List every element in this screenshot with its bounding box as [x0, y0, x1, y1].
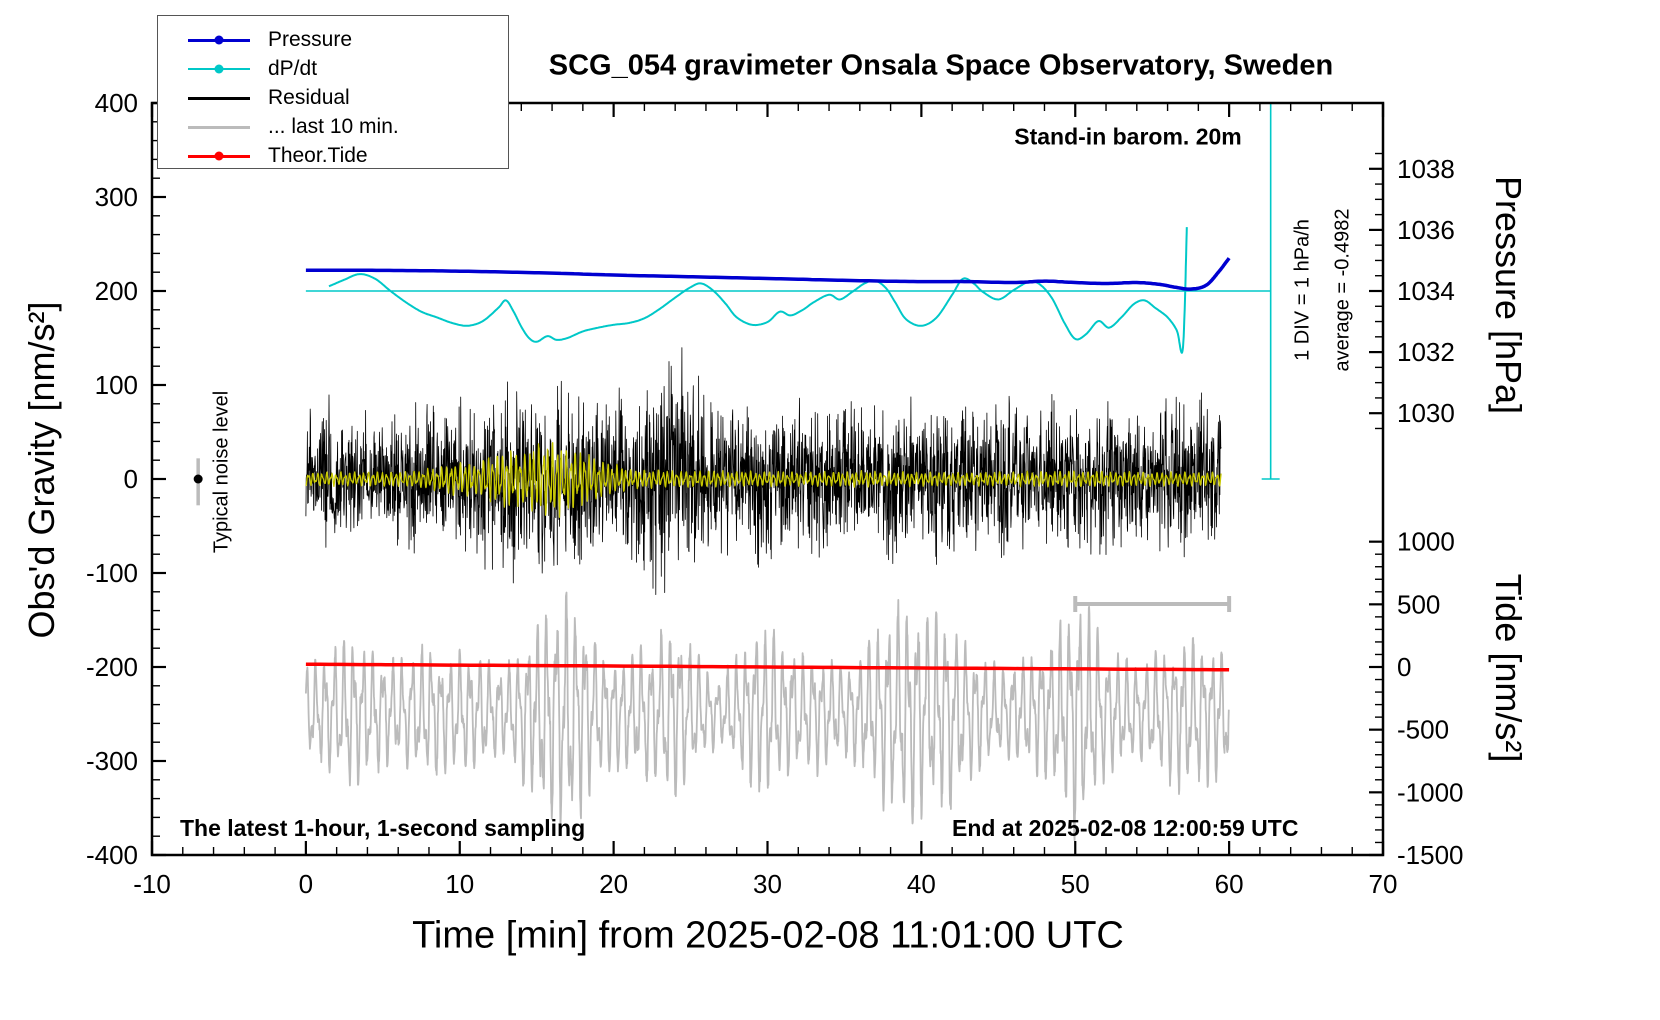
- series-last-10-min: [305, 591, 1230, 842]
- tick-label: 30: [753, 869, 782, 899]
- series-theor-tide: [305, 662, 1230, 672]
- tick-label: 200: [95, 276, 138, 306]
- legend-item: Theor.Tide: [188, 144, 508, 167]
- legend-item: ... last 10 min.: [188, 115, 508, 138]
- tick-label: 20: [599, 869, 628, 899]
- legend-item: Residual: [188, 86, 508, 109]
- tick-label: 0: [124, 464, 138, 494]
- footer-end-time: End at 2025-02-08 12:00:59 UTC: [952, 815, 1299, 841]
- gravity-axis-label: Obs'd Gravity [nm/s²]: [21, 301, 62, 639]
- series-residual: [305, 347, 1222, 595]
- tick-label: 1032: [1397, 337, 1455, 367]
- tick-label: -100: [86, 558, 138, 588]
- legend-line-sample: [188, 35, 250, 45]
- legend-label: Pressure: [268, 28, 353, 51]
- noise-level-dot: [193, 474, 203, 484]
- legend-marker-dot: [214, 64, 224, 74]
- tick-label: -1000: [1397, 777, 1464, 807]
- legend-label: Residual: [268, 86, 350, 109]
- legend-marker-dot: [214, 35, 224, 45]
- noise-level-note: Typical noise level: [210, 390, 233, 554]
- tick-label: 10: [445, 869, 474, 899]
- tick-label: 0: [1397, 652, 1411, 682]
- tick-label: 70: [1369, 869, 1398, 899]
- tick-label: 1034: [1397, 276, 1455, 306]
- div-scale-note: 1 DIV = 1 hPa/h: [1291, 219, 1314, 361]
- legend-line-sample: [188, 96, 250, 100]
- tick-label: 50: [1061, 869, 1090, 899]
- tick-label: 40: [907, 869, 936, 899]
- pressure-axis-label: Pressure [hPa]: [1488, 175, 1529, 415]
- average-note: average = -0.4982: [1331, 208, 1354, 372]
- x-axis-label: Time [min] from 2025-02-08 11:01:00 UTC: [412, 914, 1124, 957]
- legend-label: Theor.Tide: [268, 144, 368, 167]
- barometer-note: Stand-in barom. 20m: [1014, 123, 1242, 150]
- series-dp-dt: [328, 227, 1188, 354]
- legend-label: dP/dt: [268, 57, 318, 80]
- legend-line-sample: [188, 151, 250, 161]
- tick-label: -200: [86, 652, 138, 682]
- tide-axis-label: Tide [nm/s²]: [1488, 573, 1529, 763]
- tick-label: 1030: [1397, 398, 1455, 428]
- tick-label: 500: [1397, 589, 1440, 619]
- series-pressure: [305, 256, 1231, 291]
- tick-label: -400: [86, 840, 138, 870]
- tick-label: -1500: [1397, 840, 1464, 870]
- footer-sampling-note: The latest 1-hour, 1-second sampling: [180, 815, 586, 841]
- tick-label: -500: [1397, 715, 1449, 745]
- legend-item: dP/dt: [188, 57, 508, 80]
- legend-item: Pressure: [188, 28, 508, 51]
- tick-label: -10: [133, 869, 171, 899]
- tick-label: 1036: [1397, 215, 1455, 245]
- tick-label: -300: [86, 746, 138, 776]
- series-residual-filtered: [305, 442, 1222, 518]
- tick-label: 300: [95, 182, 138, 212]
- legend: Pressure dP/dt Residual ... last 10 min. The…: [157, 15, 509, 169]
- tick-label: 60: [1215, 869, 1244, 899]
- legend-line-sample: [188, 64, 250, 74]
- legend-marker-dot: [214, 151, 224, 161]
- tick-label: 100: [95, 370, 138, 400]
- legend-line-sample: [188, 125, 250, 129]
- tick-label: 1000: [1397, 527, 1455, 557]
- page-title: SCG_054 gravimeter Onsala Space Observat…: [548, 49, 1334, 82]
- tick-label: 1038: [1397, 154, 1455, 184]
- legend-label: ... last 10 min.: [268, 115, 399, 138]
- tick-label: 400: [95, 88, 138, 118]
- tick-label: 0: [299, 869, 313, 899]
